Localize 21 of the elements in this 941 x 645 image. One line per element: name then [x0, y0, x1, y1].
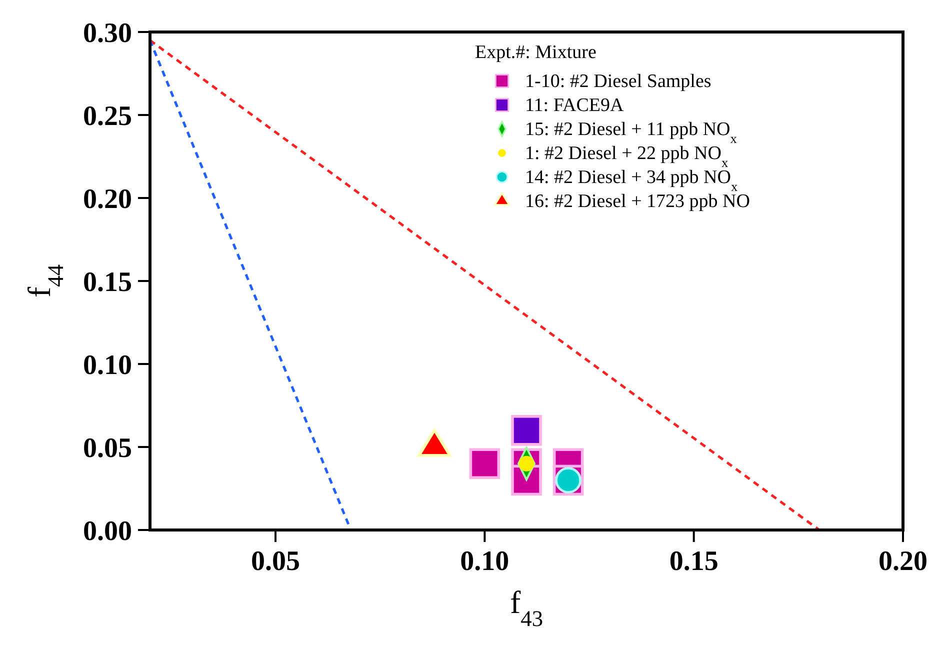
x-axis-title: f$_{43}$: [510, 584, 544, 630]
legend-label: 11: FACE9A: [525, 95, 624, 116]
y-tick-label: 0.30: [83, 18, 132, 49]
point: [469, 448, 500, 479]
y-tick-label: 0.15: [83, 267, 132, 298]
legend-label: 1: #2 Diesel + 22 ppb NO$_{x}$: [525, 143, 728, 170]
x-tick-label: 0.10: [460, 546, 510, 577]
y-tick-label: 0.25: [83, 101, 132, 132]
y-tick-label: 0.00: [83, 516, 132, 547]
legend-label: 1-10: #2 Diesel Samples: [525, 71, 712, 92]
legend-title: Expt.#: Mixture: [475, 42, 596, 63]
point: [511, 415, 542, 446]
legend-label: 16: #2 Diesel + 1723 ppb NO: [525, 191, 750, 212]
y-tick-label: 0.10: [83, 350, 132, 381]
y-tick-label: 0.05: [83, 433, 132, 464]
x-tick-label: 0.20: [878, 546, 928, 577]
x-tick-label: 0.05: [251, 546, 300, 577]
x-tick-label: 0.15: [669, 546, 718, 577]
y-tick-label: 0.20: [83, 184, 132, 215]
legend-label: 15: #2 Diesel + 11 ppb NO$_{x}$: [525, 119, 738, 146]
legend-label: 14: #2 Diesel + 34 ppb NO$_{x}$: [525, 167, 738, 194]
